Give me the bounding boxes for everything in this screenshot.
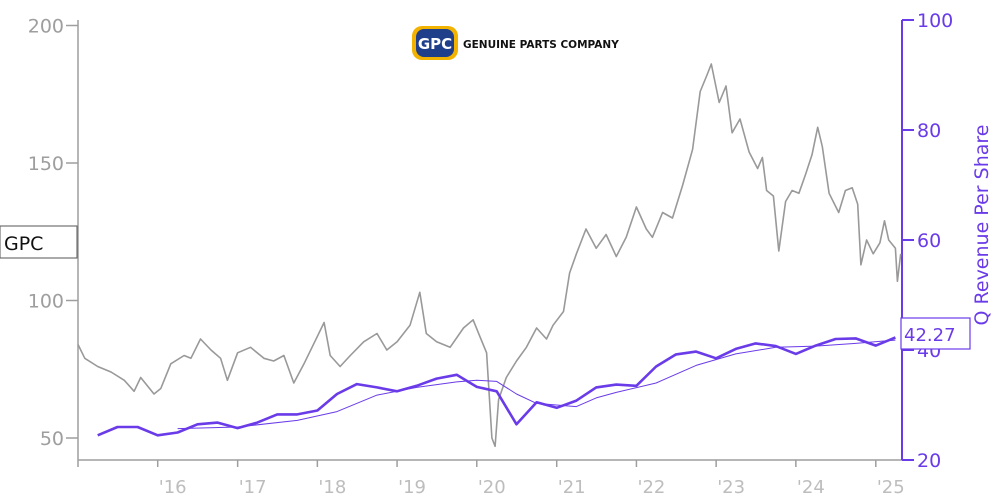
price-series-line (77, 63, 902, 448)
x-axis-tick-label: '20 (478, 477, 506, 498)
x-axis-tick-label: '18 (318, 477, 346, 498)
right-axis-tick-label: 60 (917, 230, 941, 252)
ticker-label: GPC (4, 233, 43, 255)
left-axis-tick-label: 200 (28, 16, 64, 38)
logo-badge-text: GPC (418, 35, 452, 53)
x-axis-tick-label: '17 (239, 477, 267, 498)
x-axis-tick-label: '19 (398, 477, 426, 498)
revenue-average-line (177, 339, 896, 430)
left-axis-tick-label: 100 (28, 291, 64, 313)
x-axis-tick-label: '25 (877, 477, 905, 498)
right-axis-tick-label: 80 (917, 120, 941, 142)
right-axis-label: Q Revenue Per Share (971, 125, 993, 326)
logo: GPC GENUINE PARTS COMPANY (412, 26, 619, 60)
x-axis-tick-label: '16 (159, 477, 187, 498)
right-axis-tick-label: 100 (917, 10, 953, 32)
left-axis-tick-label: 150 (28, 153, 64, 175)
last-value-box: 42.27 (900, 317, 971, 350)
x-axis-tick-label: '24 (797, 477, 825, 498)
x-axis-tick-label: '23 (717, 477, 745, 498)
left-axis-tick-label: 50 (40, 428, 64, 450)
x-axis-tick-label: '22 (638, 477, 666, 498)
ticker-label-box: GPC (0, 225, 78, 259)
logo-badge (416, 29, 454, 57)
last-value-frame (900, 317, 971, 350)
ticker-label-frame (0, 225, 78, 259)
x-axis-tick-label: '21 (558, 477, 586, 498)
logo-company-text: GENUINE PARTS COMPANY (463, 39, 619, 51)
last-value-label: 42.27 (904, 325, 956, 346)
right-axis-tick-label: 20 (917, 450, 941, 472)
revenue-series-line (97, 336, 896, 437)
